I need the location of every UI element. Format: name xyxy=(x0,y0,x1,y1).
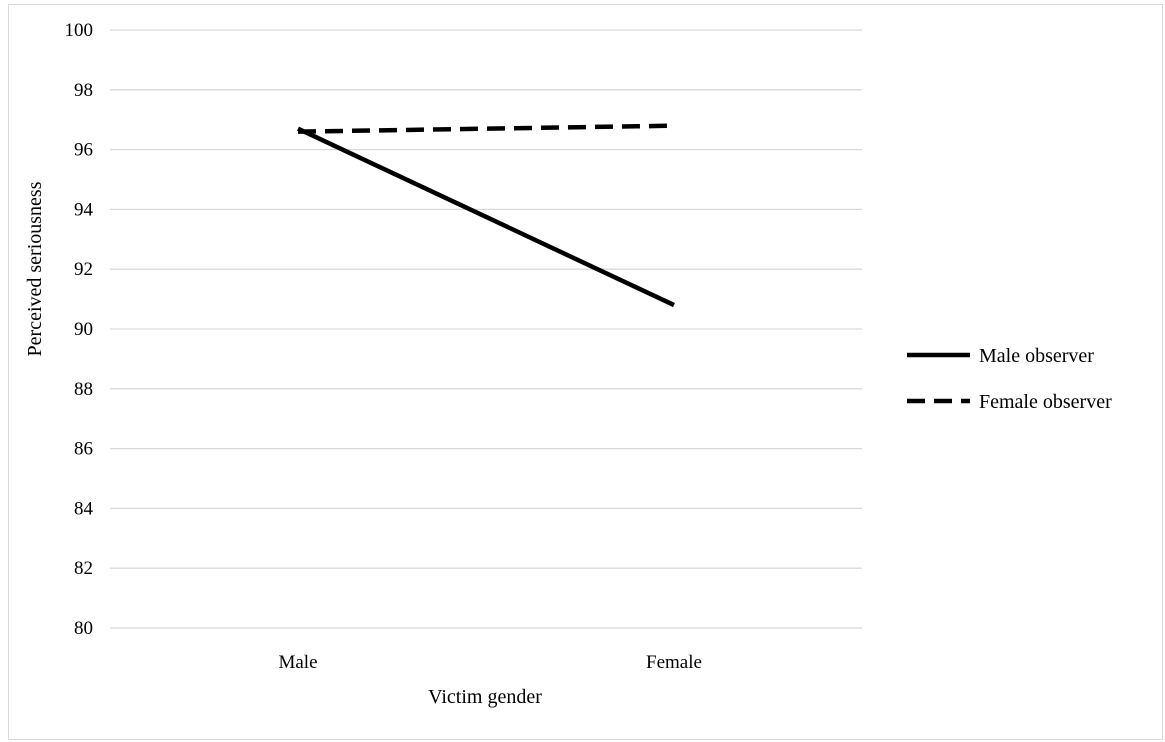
x-tick-label: Male xyxy=(278,652,317,673)
legend-label: Male observer xyxy=(979,345,1094,367)
legend-label: Female observer xyxy=(979,391,1112,413)
series-line-male-observer xyxy=(297,126,675,308)
legend: Male observer Female observer xyxy=(907,345,1112,413)
y-tick-label: 80 xyxy=(74,618,93,639)
x-tick-label: Female xyxy=(646,652,702,673)
y-tick-label: 96 xyxy=(74,140,93,161)
y-tick-label: 100 xyxy=(65,20,94,41)
y-tick-label: 86 xyxy=(74,439,93,460)
x-axis-label: Victim gender xyxy=(428,686,542,708)
y-tick-label: 92 xyxy=(74,259,93,280)
y-tick-label: 88 xyxy=(74,379,93,400)
y-tick-label: 84 xyxy=(74,498,94,519)
x-axis-ticks: Male Female xyxy=(278,652,701,673)
series-lines xyxy=(297,123,675,308)
y-tick-label: 98 xyxy=(74,80,93,101)
y-tick-label: 94 xyxy=(74,199,94,220)
y-axis-label: Perceived seriousness xyxy=(24,181,46,356)
y-axis-ticks: 80 82 84 86 88 90 92 94 96 98 100 xyxy=(65,20,94,639)
series-line-female-observer xyxy=(297,123,675,134)
y-tick-label: 90 xyxy=(74,319,93,340)
y-tick-label: 82 xyxy=(74,558,93,579)
gridlines xyxy=(110,29,862,629)
